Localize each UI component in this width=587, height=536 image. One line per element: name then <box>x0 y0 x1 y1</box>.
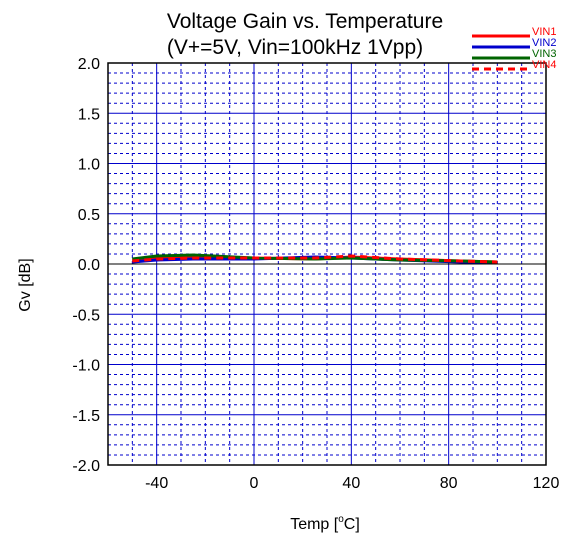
y-tick-label: 0.5 <box>78 207 100 224</box>
axis-ticks: -40 0 40 80 120 -2.0 -1.5 -1.0 -0.5 0.0 0.5 1.0 1.5 2… <box>72 56 559 492</box>
y-tick-label: -1.0 <box>72 358 100 375</box>
y-tick-label: -1.5 <box>72 408 100 425</box>
y-tick-label: 1.5 <box>78 106 100 123</box>
x-tick-label: -40 <box>145 475 168 492</box>
x-axis-label: Temp [oC] <box>290 514 360 533</box>
series-line-vin4 <box>132 254 498 264</box>
y-axis-label: Gv [dB] <box>17 258 34 311</box>
chart-subtitle: (V+=5V, Vin=100kHz 1Vpp) <box>167 36 423 59</box>
legend-label-vin2: VIN2 <box>532 37 556 49</box>
legend-label-vin1: VIN1 <box>532 26 556 38</box>
legend-label-vin3: VIN3 <box>532 48 556 60</box>
x-tick-label: 0 <box>250 475 259 492</box>
y-tick-label: -2.0 <box>72 458 100 475</box>
grid <box>107 62 547 466</box>
x-tick-label: 40 <box>342 475 360 492</box>
x-axis-label-sup: o <box>338 514 344 525</box>
x-tick-label: 80 <box>440 475 458 492</box>
y-tick-label: 1.0 <box>78 157 100 174</box>
x-tick-label: 120 <box>533 475 560 492</box>
chart-title: Voltage Gain vs. Temperature <box>167 10 443 33</box>
y-tick-label: 2.0 <box>78 56 100 73</box>
x-axis-label-end: C] <box>344 516 360 533</box>
y-tick-label: 0.0 <box>78 257 100 274</box>
legend-label-vin4: VIN4 <box>532 59 556 71</box>
y-tick-label: -0.5 <box>72 307 100 324</box>
x-axis-label-main: Temp [ <box>290 516 339 533</box>
plot-frame <box>107 62 547 466</box>
series-lines <box>132 253 498 264</box>
